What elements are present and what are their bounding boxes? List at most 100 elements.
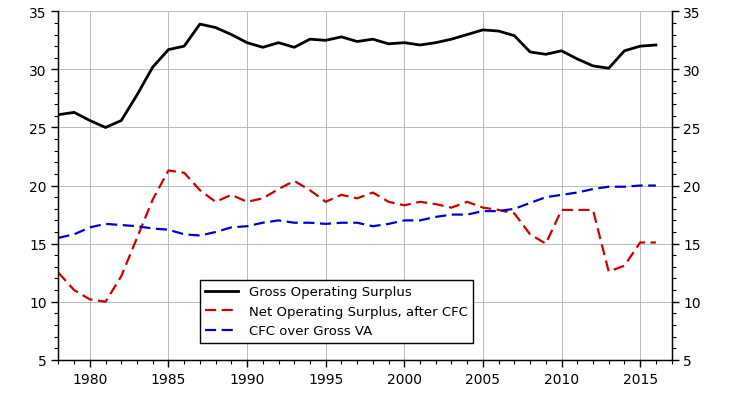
- Gross Operating Surplus: [620, 49, 629, 54]
- CFC over Gross VA: [384, 222, 393, 227]
- Net Operating Surplus, after CFC: [542, 242, 550, 247]
- Net Operating Surplus, after CFC: [526, 232, 534, 237]
- CFC over Gross VA: [510, 207, 519, 212]
- CFC over Gross VA: [400, 218, 409, 223]
- CFC over Gross VA: [85, 225, 94, 230]
- CFC over Gross VA: [447, 213, 456, 218]
- Line: CFC over Gross VA: CFC over Gross VA: [58, 186, 656, 238]
- CFC over Gross VA: [431, 215, 440, 220]
- Gross Operating Surplus: [494, 29, 503, 34]
- CFC over Gross VA: [196, 234, 204, 238]
- Gross Operating Surplus: [557, 49, 566, 54]
- CFC over Gross VA: [148, 227, 157, 231]
- Net Operating Surplus, after CFC: [415, 200, 424, 205]
- CFC over Gross VA: [542, 195, 550, 200]
- CFC over Gross VA: [604, 185, 613, 190]
- Net Operating Surplus, after CFC: [258, 196, 267, 201]
- Gross Operating Surplus: [415, 43, 424, 48]
- Gross Operating Surplus: [274, 41, 283, 46]
- Gross Operating Surplus: [133, 93, 142, 98]
- Net Operating Surplus, after CFC: [196, 188, 204, 193]
- Gross Operating Surplus: [447, 38, 456, 43]
- Net Operating Surplus, after CFC: [180, 171, 188, 176]
- CFC over Gross VA: [290, 221, 299, 226]
- CFC over Gross VA: [133, 224, 142, 229]
- Gross Operating Surplus: [70, 110, 79, 115]
- CFC over Gross VA: [415, 218, 424, 223]
- CFC over Gross VA: [54, 236, 63, 240]
- CFC over Gross VA: [588, 187, 597, 192]
- Gross Operating Surplus: [117, 119, 126, 124]
- CFC over Gross VA: [573, 191, 582, 196]
- Net Operating Surplus, after CFC: [431, 202, 440, 207]
- CFC over Gross VA: [321, 222, 330, 227]
- Gross Operating Surplus: [369, 38, 377, 43]
- Net Operating Surplus, after CFC: [479, 206, 488, 211]
- Line: Net Operating Surplus, after CFC: Net Operating Surplus, after CFC: [58, 171, 656, 302]
- Net Operating Surplus, after CFC: [148, 198, 157, 202]
- Gross Operating Surplus: [180, 45, 188, 49]
- CFC over Gross VA: [258, 221, 267, 226]
- Gross Operating Surplus: [321, 39, 330, 44]
- CFC over Gross VA: [479, 209, 488, 214]
- Line: Gross Operating Surplus: Gross Operating Surplus: [58, 25, 656, 128]
- Gross Operating Surplus: [400, 41, 409, 46]
- Net Operating Surplus, after CFC: [242, 200, 251, 205]
- CFC over Gross VA: [526, 201, 534, 206]
- CFC over Gross VA: [70, 232, 79, 237]
- Net Operating Surplus, after CFC: [636, 240, 645, 245]
- Gross Operating Surplus: [290, 46, 299, 51]
- Gross Operating Surplus: [479, 28, 488, 33]
- Gross Operating Surplus: [573, 57, 582, 62]
- Net Operating Surplus, after CFC: [557, 208, 566, 213]
- CFC over Gross VA: [651, 184, 660, 189]
- Gross Operating Surplus: [526, 50, 534, 55]
- Net Operating Surplus, after CFC: [211, 200, 220, 205]
- Net Operating Surplus, after CFC: [337, 193, 346, 198]
- CFC over Gross VA: [557, 193, 566, 198]
- Net Operating Surplus, after CFC: [133, 236, 142, 240]
- Net Operating Surplus, after CFC: [588, 208, 597, 213]
- Gross Operating Surplus: [242, 41, 251, 46]
- Gross Operating Surplus: [227, 33, 236, 38]
- CFC over Gross VA: [636, 184, 645, 189]
- Gross Operating Surplus: [588, 64, 597, 69]
- Net Operating Surplus, after CFC: [164, 169, 173, 173]
- CFC over Gross VA: [211, 230, 220, 235]
- Gross Operating Surplus: [85, 119, 94, 124]
- Gross Operating Surplus: [463, 33, 472, 38]
- Net Operating Surplus, after CFC: [101, 299, 110, 304]
- Net Operating Surplus, after CFC: [494, 208, 503, 213]
- CFC over Gross VA: [369, 224, 377, 229]
- Gross Operating Surplus: [636, 45, 645, 49]
- Net Operating Surplus, after CFC: [321, 200, 330, 205]
- Legend: Gross Operating Surplus, Net Operating Surplus, after CFC, CFC over Gross VA: Gross Operating Surplus, Net Operating S…: [200, 280, 473, 343]
- CFC over Gross VA: [180, 232, 188, 237]
- Gross Operating Surplus: [384, 42, 393, 47]
- Gross Operating Surplus: [353, 40, 361, 45]
- CFC over Gross VA: [306, 221, 315, 226]
- CFC over Gross VA: [227, 225, 236, 230]
- CFC over Gross VA: [164, 228, 173, 233]
- CFC over Gross VA: [101, 222, 110, 227]
- CFC over Gross VA: [337, 221, 346, 226]
- Net Operating Surplus, after CFC: [573, 208, 582, 213]
- Gross Operating Surplus: [542, 53, 550, 58]
- Net Operating Surplus, after CFC: [353, 196, 361, 201]
- Net Operating Surplus, after CFC: [306, 188, 315, 193]
- CFC over Gross VA: [274, 218, 283, 223]
- Gross Operating Surplus: [196, 22, 204, 27]
- Gross Operating Surplus: [164, 48, 173, 53]
- Gross Operating Surplus: [211, 26, 220, 31]
- Net Operating Surplus, after CFC: [274, 187, 283, 192]
- CFC over Gross VA: [620, 185, 629, 190]
- Net Operating Surplus, after CFC: [85, 297, 94, 302]
- Net Operating Surplus, after CFC: [227, 193, 236, 198]
- CFC over Gross VA: [117, 223, 126, 228]
- Gross Operating Surplus: [258, 46, 267, 51]
- Net Operating Surplus, after CFC: [290, 179, 299, 184]
- Net Operating Surplus, after CFC: [70, 288, 79, 293]
- Net Operating Surplus, after CFC: [400, 203, 409, 208]
- Net Operating Surplus, after CFC: [604, 270, 613, 274]
- Net Operating Surplus, after CFC: [620, 263, 629, 268]
